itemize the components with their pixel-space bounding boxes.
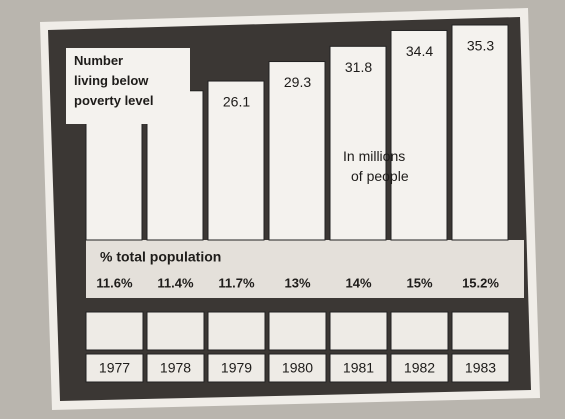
bar [451,24,509,241]
x-tick-label: 1981 [343,360,374,376]
x-tick-label: 1982 [404,360,435,376]
year-box [329,353,388,383]
percent-label: 15% [406,275,432,290]
bar [390,29,448,241]
percent-label: 11.7% [218,275,255,290]
year-box [207,353,266,383]
empty-box [85,311,144,351]
percent-label: 11.6% [96,275,133,290]
title-box [66,48,190,124]
percent-heading: % total population [100,249,221,265]
chart-title-line: Number living below poverty level [74,53,154,108]
x-tick-label: 1979 [221,360,252,376]
year-box [85,353,144,383]
value-label: 35.3 [467,38,494,54]
x-tick-label: 1978 [160,360,191,376]
year-box [390,353,449,383]
percent-label: 15.2% [462,275,499,290]
subtitle: In millions of people [343,148,409,184]
percent-band [86,240,524,298]
x-tick-label: 1980 [282,360,313,376]
year-box [146,353,205,383]
empty-box [329,311,388,351]
empty-box [268,311,327,351]
year-box [451,353,510,383]
empty-box [451,311,510,351]
empty-box [207,311,266,351]
bar [207,80,265,241]
value-label: 29.3 [284,74,311,90]
year-box [268,353,327,383]
value-label: 26.1 [223,94,250,110]
value-label: 31.8 [345,59,372,75]
x-tick-label: 1977 [99,360,130,376]
x-tick-label: 1983 [465,360,496,376]
value-label: 34.4 [406,43,433,59]
empty-box [390,311,449,351]
empty-box [146,311,205,351]
percent-label: 13% [284,275,310,290]
year-row: 1977 1978 1979 1980 1981 1982 1983 [85,311,510,383]
bar [268,61,326,241]
percent-label: 11.4% [157,275,194,290]
bar [329,45,387,241]
percent-label: 14% [345,275,371,290]
